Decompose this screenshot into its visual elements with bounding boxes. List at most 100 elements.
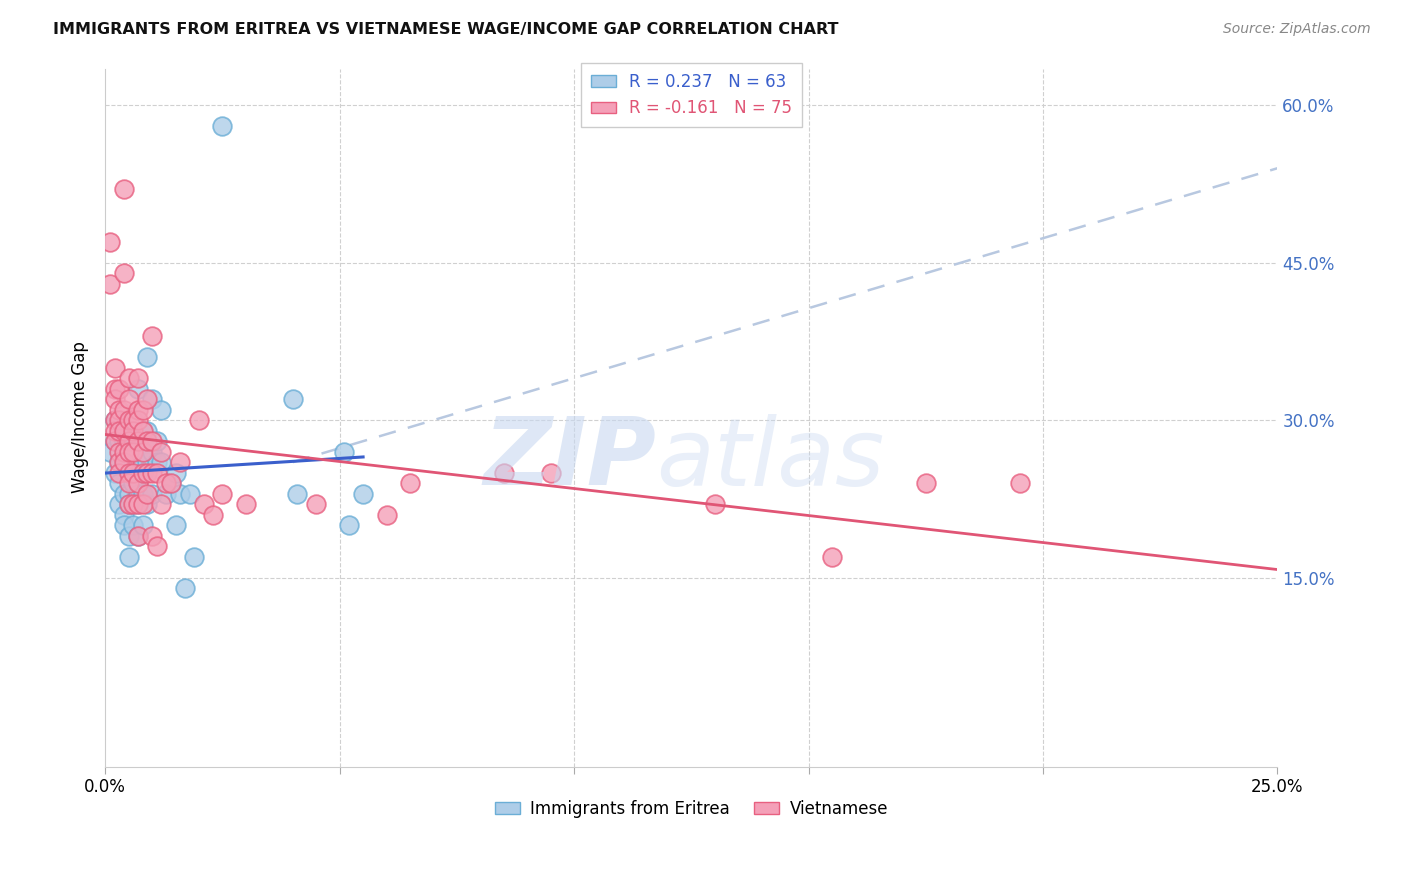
Point [118, 486, 141, 500]
Point [104, 382, 127, 396]
Point [136, 434, 159, 449]
Point [127, 486, 149, 500]
Point [165, 466, 187, 480]
Point [150, 402, 173, 417]
Point [122, 444, 145, 458]
Point [202, 508, 225, 522]
Point [108, 424, 131, 438]
Point [122, 434, 145, 449]
Point [146, 455, 169, 469]
Point [132, 497, 155, 511]
Point [118, 413, 141, 427]
Point [127, 434, 149, 449]
Point [136, 497, 159, 511]
Point [127, 371, 149, 385]
Point [112, 455, 135, 469]
Point [132, 444, 155, 458]
Point [122, 424, 145, 438]
Point [150, 444, 173, 458]
Point [150, 497, 173, 511]
Point [141, 329, 163, 343]
Point [122, 476, 145, 491]
Point [127, 402, 149, 417]
Point [104, 434, 127, 449]
Text: atlas: atlas [657, 414, 884, 505]
Point [122, 455, 145, 469]
Point [169, 455, 191, 469]
Point [141, 444, 163, 458]
Point [108, 476, 131, 491]
Point [108, 382, 131, 396]
Point [132, 402, 155, 417]
Point [169, 486, 191, 500]
Point [183, 549, 205, 564]
Point [141, 434, 163, 449]
Point [914, 476, 936, 491]
Point [122, 518, 145, 533]
Point [136, 350, 159, 364]
Point [305, 497, 328, 511]
Point [104, 424, 127, 438]
Point [127, 382, 149, 396]
Point [160, 476, 183, 491]
Point [821, 549, 844, 564]
Point [98, 235, 121, 249]
Point [132, 424, 155, 438]
Point [108, 434, 131, 449]
Point [118, 528, 141, 542]
Point [136, 424, 159, 438]
Point [104, 466, 127, 480]
Point [127, 497, 149, 511]
Text: ZIP: ZIP [484, 413, 657, 506]
Point [122, 497, 145, 511]
Point [141, 392, 163, 407]
Point [104, 434, 127, 449]
Point [492, 466, 515, 480]
Point [112, 508, 135, 522]
Point [118, 497, 141, 511]
Point [112, 424, 135, 438]
Point [132, 466, 155, 480]
Point [193, 497, 215, 511]
Point [1008, 476, 1031, 491]
Point [281, 392, 304, 407]
Point [132, 518, 155, 533]
Legend: Immigrants from Eritrea, Vietnamese: Immigrants from Eritrea, Vietnamese [488, 793, 894, 824]
Point [118, 371, 141, 385]
Point [132, 486, 155, 500]
Point [188, 413, 211, 427]
Point [165, 518, 187, 533]
Point [122, 497, 145, 511]
Point [132, 466, 155, 480]
Point [333, 444, 356, 458]
Point [127, 497, 149, 511]
Point [132, 424, 155, 438]
Point [108, 402, 131, 417]
Point [146, 434, 169, 449]
Point [104, 360, 127, 375]
Point [98, 277, 121, 291]
Point [112, 518, 135, 533]
Point [150, 455, 173, 469]
Point [127, 413, 149, 427]
Point [122, 413, 145, 427]
Point [211, 120, 233, 134]
Point [112, 402, 135, 417]
Point [141, 466, 163, 480]
Point [112, 434, 135, 449]
Point [155, 476, 177, 491]
Point [136, 455, 159, 469]
Point [337, 518, 360, 533]
Point [118, 466, 141, 480]
Point [108, 455, 131, 469]
Point [118, 497, 141, 511]
Point [235, 497, 257, 511]
Point [127, 476, 149, 491]
Point [118, 444, 141, 458]
Y-axis label: Wage/Income Gap: Wage/Income Gap [72, 342, 89, 493]
Point [112, 266, 135, 280]
Point [155, 486, 177, 500]
Point [399, 476, 422, 491]
Point [160, 476, 183, 491]
Point [118, 392, 141, 407]
